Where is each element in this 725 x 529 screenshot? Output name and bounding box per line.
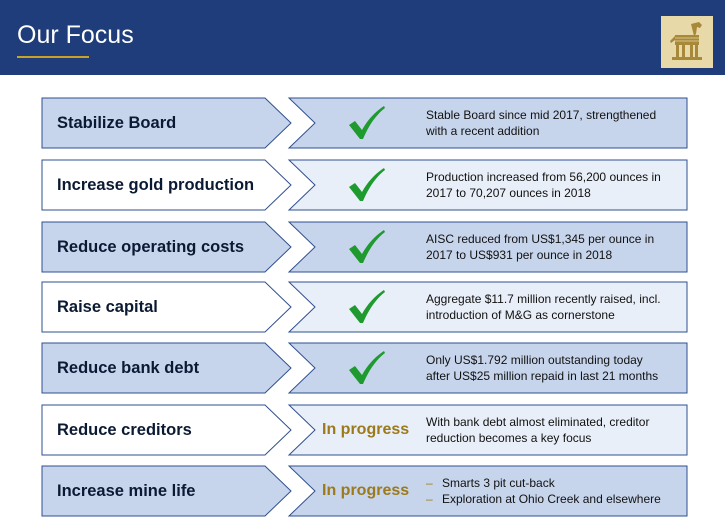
bullet-item: – Smarts 3 pit cut-back	[426, 475, 681, 491]
focus-item-detail-box	[287, 465, 688, 517]
check-icon	[349, 351, 385, 384]
focus-item-label-box	[41, 465, 292, 517]
focus-item-detail-box	[287, 97, 688, 149]
bullet-dash-icon: –	[426, 492, 433, 506]
description-line: AISC reduced from US$1,345 per ounce in	[426, 232, 655, 246]
focus-item-label-box	[41, 221, 292, 273]
focus-item-description: With bank debt almost eliminated, credit…	[426, 405, 681, 455]
description-line: introduction of M&G as cornerstone	[426, 308, 615, 322]
description-line: 2017 to 70,207 ounces in 2018	[426, 186, 591, 200]
description-line: Only US$1.792 million outstanding today	[426, 353, 643, 367]
bullet-text: Smarts 3 pit cut-back	[442, 476, 555, 490]
check-icon	[349, 290, 385, 323]
focus-item-label: Increase gold production	[57, 175, 255, 194]
description-line: reduction becomes a key focus	[426, 431, 592, 445]
focus-item-label: Raise capital	[57, 297, 158, 316]
header-bar: Our Focus	[0, 0, 725, 75]
horse-logo-icon	[661, 16, 713, 68]
focus-item-description: Stable Board since mid 2017, strengthene…	[426, 98, 681, 148]
check-icon	[349, 106, 385, 139]
focus-item-detail-box	[287, 281, 688, 333]
description-line: With bank debt almost eliminated, credit…	[426, 415, 650, 429]
focus-item-description: AISC reduced from US$1,345 per ounce in 2…	[426, 222, 681, 272]
focus-item-description: Aggregate $11.7 million recently raised,…	[426, 282, 681, 332]
bullet-item: – Exploration at Ohio Creek and elsewhere	[426, 491, 681, 507]
status-in-progress: In progress	[322, 421, 410, 438]
focus-item-label: Increase mine life	[57, 481, 196, 500]
bullet-text: Exploration at Ohio Creek and elsewhere	[442, 492, 661, 506]
focus-item-detail-box	[287, 342, 688, 394]
focus-item-label-box	[41, 281, 292, 333]
focus-item-description: – Smarts 3 pit cut-back – Exploration at Oh…	[426, 466, 681, 516]
check-icon	[349, 168, 385, 201]
focus-item-label: Stabilize Board	[57, 113, 177, 132]
focus-item-detail-box	[287, 221, 688, 273]
focus-item-detail-box	[287, 404, 688, 456]
description-line: with a recent addition	[426, 124, 540, 138]
page-title: Our Focus	[17, 21, 134, 49]
focus-item-detail-box	[287, 159, 688, 211]
title-underline	[17, 56, 89, 58]
description-line: after US$25 million repaid in last 21 mo…	[426, 369, 659, 383]
focus-item-label-box	[41, 97, 292, 149]
focus-item-label: Reduce operating costs	[57, 237, 245, 256]
focus-item-label-box	[41, 342, 292, 394]
focus-item-label: Reduce bank debt	[57, 358, 200, 377]
description-line: 2017 to US$931 per ounce in 2018	[426, 248, 613, 262]
focus-item-label-box	[41, 404, 292, 456]
description-line: Stable Board since mid 2017, strengthene…	[426, 108, 657, 122]
check-icon	[349, 230, 385, 263]
status-in-progress: In progress	[322, 482, 410, 499]
focus-item-description: Production increased from 56,200 ounces …	[426, 160, 681, 210]
focus-item-description: Only US$1.792 million outstanding today a…	[426, 343, 681, 393]
description-line: Aggregate $11.7 million recently raised,…	[426, 292, 661, 306]
focus-item-label: Reduce creditors	[57, 420, 192, 439]
bullet-dash-icon: –	[426, 476, 433, 490]
description-line: Production increased from 56,200 ounces …	[426, 170, 661, 184]
focus-item-label-box	[41, 159, 292, 211]
